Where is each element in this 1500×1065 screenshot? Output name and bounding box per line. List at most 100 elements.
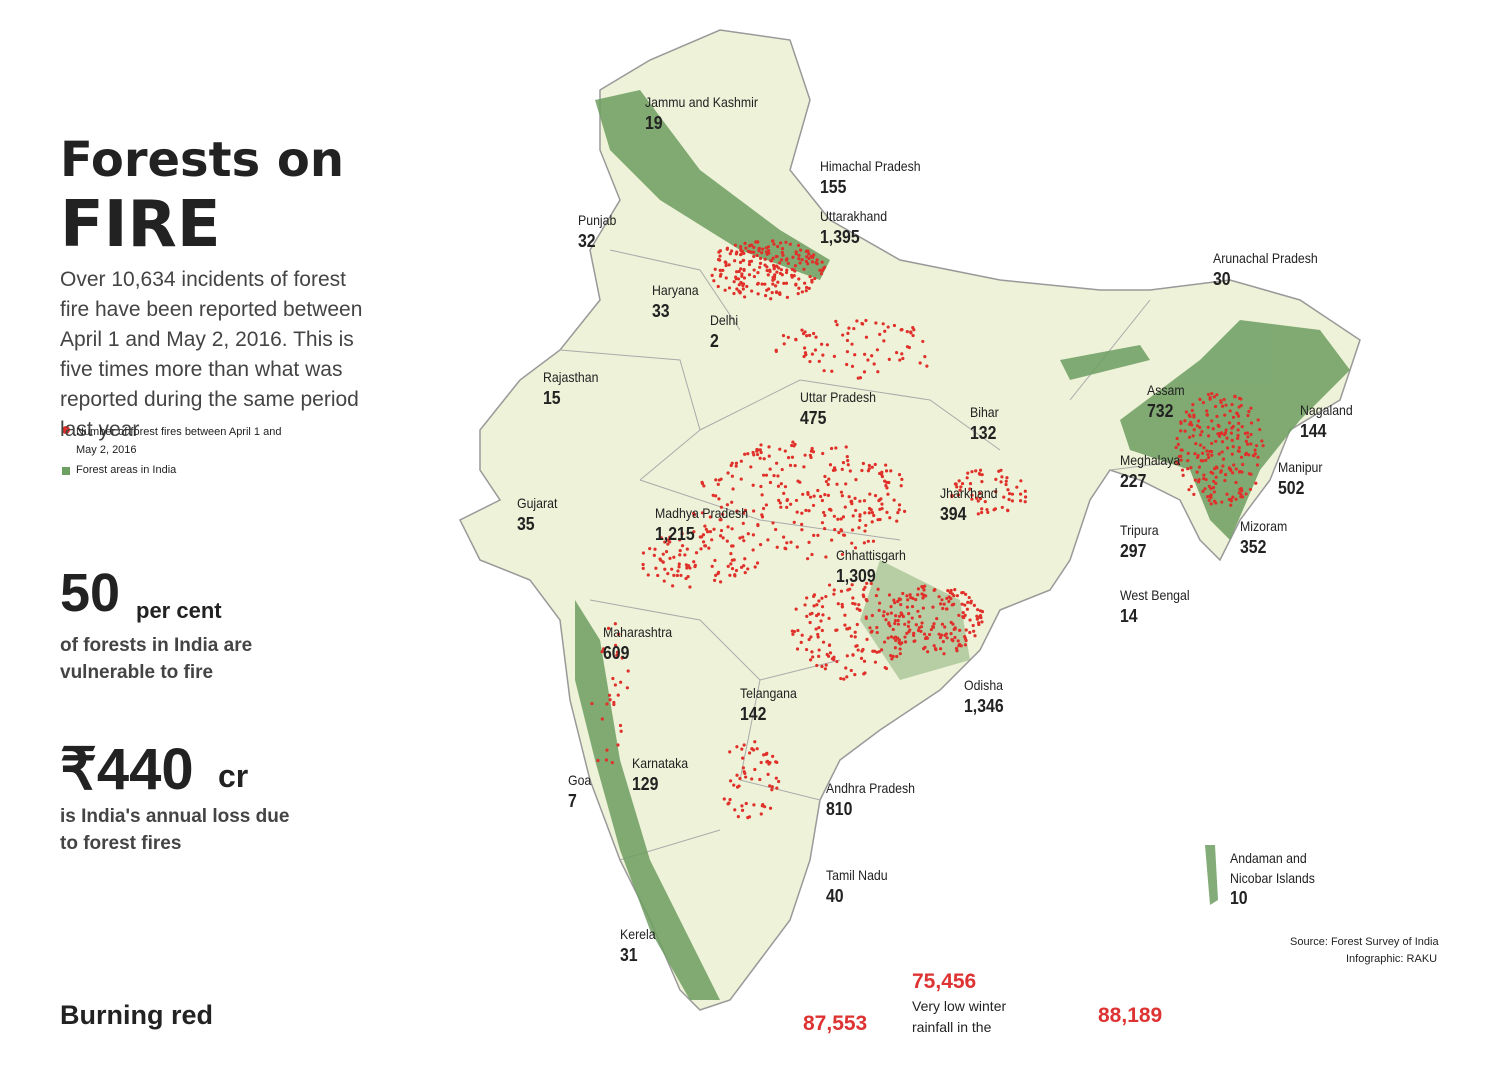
- fire-dot: [870, 629, 874, 633]
- fire-dot: [954, 646, 959, 651]
- fire-dot: [812, 604, 816, 608]
- fire-dot: [955, 594, 959, 598]
- fire-dot: [972, 603, 976, 607]
- state-name: Maharashtra: [603, 624, 673, 640]
- fire-dot: [1230, 438, 1234, 442]
- fire-dot: [1210, 419, 1214, 423]
- fire-dot: [802, 465, 806, 469]
- fire-dot: [845, 675, 849, 679]
- fire-dot: [699, 535, 704, 539]
- fire-dot: [956, 493, 961, 497]
- fire-dot: [842, 677, 846, 681]
- fire-dot: [1193, 478, 1197, 482]
- fire-dot: [1260, 439, 1264, 443]
- fire-dot: [778, 271, 783, 276]
- fire-dot: [613, 622, 617, 626]
- fire-dot: [746, 567, 750, 571]
- fire-dot: [797, 253, 801, 257]
- fire-dot: [890, 657, 894, 661]
- fire-dot: [885, 612, 890, 616]
- state-name: Jharkhand: [940, 485, 998, 501]
- fire-dot: [891, 627, 895, 632]
- fire-dot: [751, 548, 755, 552]
- fire-dot: [916, 628, 921, 633]
- fire-dot: [1247, 409, 1251, 414]
- fire-dot: [857, 603, 861, 607]
- fire-dot: [752, 274, 757, 279]
- fire-dot: [786, 335, 790, 339]
- intro: Over 10,634 incidents of forest fire hav…: [60, 268, 363, 441]
- fire-dot: [880, 472, 884, 477]
- fire-dot: [817, 626, 821, 630]
- fire-dot: [959, 644, 963, 648]
- fire-dot: [863, 671, 867, 675]
- fire-dot: [940, 598, 944, 602]
- fire-dot: [808, 620, 812, 625]
- fire-dot: [835, 659, 839, 664]
- fire-dot: [777, 266, 781, 270]
- fire-dot: [903, 622, 907, 626]
- fire-dot: [760, 493, 764, 497]
- fire-dot: [738, 260, 743, 264]
- fire-dot: [817, 648, 821, 652]
- fire-dot: [805, 255, 809, 259]
- fire-dot: [785, 257, 789, 261]
- fire-dot: [1241, 462, 1245, 467]
- fire-dot: [1227, 421, 1232, 425]
- fire-dot: [747, 273, 752, 277]
- fire-dot: [743, 508, 748, 513]
- fire-dot: [735, 287, 739, 291]
- state-count: 33: [652, 301, 670, 321]
- fire-dot: [986, 510, 990, 514]
- fire-dot: [757, 247, 761, 251]
- fire-dot: [732, 280, 736, 284]
- state-count: 129: [632, 774, 659, 794]
- fire-dot: [778, 241, 783, 245]
- fire-dot: [894, 614, 898, 618]
- fire-dot: [792, 629, 797, 634]
- fire-dot: [790, 455, 795, 459]
- fire-dot: [1217, 434, 1222, 438]
- fire-dot: [782, 342, 786, 346]
- fire-dot: [737, 269, 741, 274]
- fire-dot: [920, 592, 924, 596]
- fire-dot: [744, 246, 748, 250]
- fire-dot: [712, 279, 716, 283]
- fire-dot: [1215, 393, 1219, 397]
- fire-dot: [903, 509, 907, 513]
- fire-dot: [927, 633, 932, 637]
- fire-dot: [940, 622, 945, 626]
- fire-dot: [768, 784, 772, 788]
- fire-dot: [733, 243, 738, 247]
- fire-dot: [1004, 479, 1008, 483]
- fire-dot: [607, 693, 612, 697]
- fire-dot: [743, 571, 747, 575]
- fire-dot: [978, 497, 983, 501]
- fire-dot: [870, 465, 874, 469]
- fire-dot: [1212, 395, 1216, 399]
- fire-dot: [803, 281, 807, 285]
- fire-dot: [724, 263, 728, 268]
- fire-dot: [887, 593, 892, 597]
- fire-dot: [1189, 420, 1193, 424]
- fire-dot: [641, 562, 645, 567]
- fire-dot: [770, 290, 774, 295]
- fire-dot: [1211, 427, 1215, 431]
- fire-dot: [780, 247, 785, 251]
- fire-dot: [1211, 471, 1215, 475]
- fire-dot: [953, 482, 957, 486]
- fire-dot: [732, 783, 736, 787]
- state-name: Andhra Pradesh: [826, 780, 916, 796]
- fire-dot: [970, 493, 974, 497]
- fire-dot: [812, 494, 816, 498]
- fire-dot: [827, 583, 832, 587]
- fire-dot: [810, 352, 815, 356]
- fire-dot: [958, 628, 962, 632]
- fire-dot: [808, 495, 813, 499]
- fire-dot: [776, 484, 781, 488]
- fire-dot: [914, 623, 918, 627]
- state-count: 15: [543, 388, 561, 408]
- fire-dot: [1246, 413, 1250, 418]
- fire-dot: [804, 249, 808, 253]
- fire-dot: [966, 471, 970, 475]
